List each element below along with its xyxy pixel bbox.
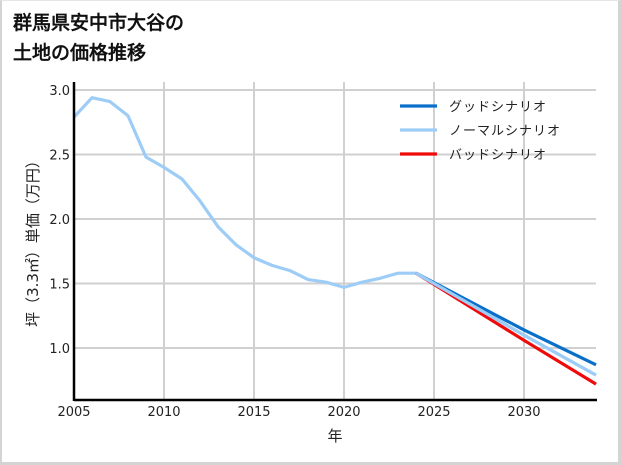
series-lines <box>72 96 597 386</box>
y-tick-label: 2.0 <box>49 213 70 228</box>
series-line-normal <box>72 96 597 377</box>
chart-title-line2: 土地の価格推移 <box>13 42 147 64</box>
x-tick-label: 2005 <box>57 405 90 420</box>
grid-lines <box>74 82 596 400</box>
x-axis-label: 年 <box>327 427 342 445</box>
legend-label: ノーマルシナリオ <box>449 124 561 139</box>
legend-label: バッドシナリオ <box>449 148 547 163</box>
x-tick-label: 2015 <box>237 405 270 420</box>
y-tick-label: 2.5 <box>49 149 70 164</box>
series-line-normal-projection <box>415 271 597 377</box>
chart-title: 群馬県安中市大谷の 土地の価格推移 <box>13 8 184 68</box>
axes <box>72 82 597 402</box>
x-tick-label: 2030 <box>507 405 540 420</box>
x-tick-label: 2025 <box>417 405 450 420</box>
y-axis-label: 坪（3.3㎡）単価（万円） <box>24 153 42 327</box>
x-tick-label: 2010 <box>147 405 180 420</box>
y-tick-label: 1.5 <box>49 278 70 293</box>
x-tick-label: 2020 <box>327 405 360 420</box>
chart-title-line1: 群馬県安中市大谷の <box>13 12 185 34</box>
tick-labels: 2005 2010 2015 2020 2025 2030 1.0 1.5 2.0 2.5 3.0 <box>49 84 540 420</box>
legend-label: グッドシナリオ <box>449 100 547 115</box>
y-tick-label: 3.0 <box>49 84 70 99</box>
y-tick-label: 1.0 <box>49 342 70 357</box>
